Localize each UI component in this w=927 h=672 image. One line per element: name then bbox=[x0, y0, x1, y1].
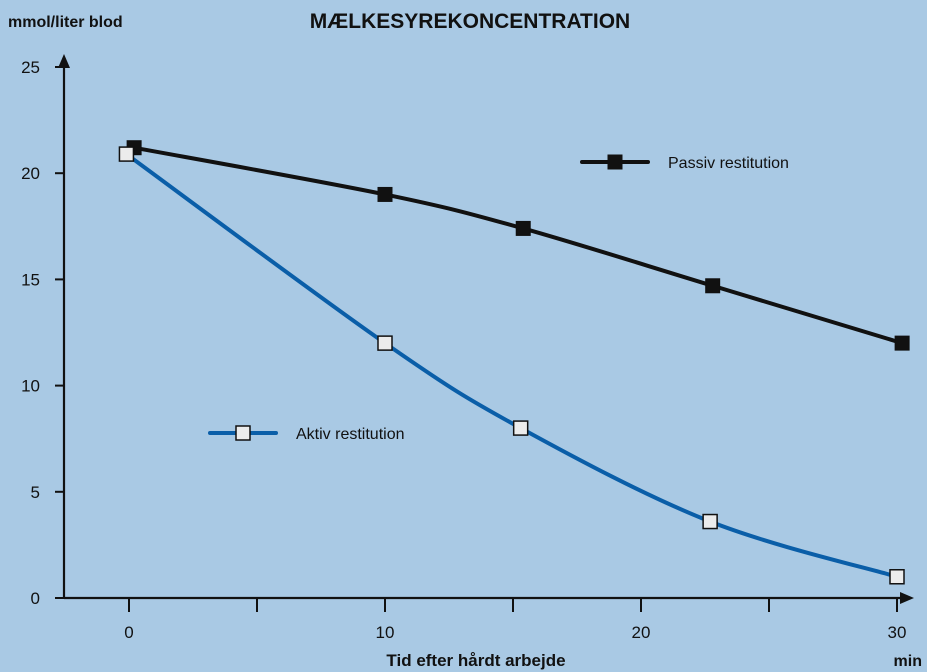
y-tick-label: 10 bbox=[21, 377, 40, 396]
y-axis-arrow bbox=[58, 54, 70, 68]
data-point bbox=[889, 569, 905, 585]
data-point bbox=[515, 220, 531, 236]
legend-label: Passiv restitution bbox=[668, 155, 789, 172]
data-point bbox=[702, 513, 718, 530]
x-axis-unit: min bbox=[894, 653, 922, 670]
data-point bbox=[894, 335, 910, 351]
legend-entry: Passiv restitution bbox=[580, 154, 789, 172]
x-tick-label: 20 bbox=[632, 623, 651, 642]
y-tick-label: 0 bbox=[31, 589, 40, 608]
series-layer bbox=[118, 140, 910, 585]
x-axis-arrow bbox=[900, 592, 914, 604]
chart-title: MÆLKESYREKONCENTRATION bbox=[310, 10, 630, 33]
x-tick-label: 10 bbox=[376, 623, 395, 642]
axis-ticks: 0 5 10 15 20 25 0 10 20 30 bbox=[21, 58, 906, 642]
y-tick-label: 5 bbox=[31, 483, 40, 502]
data-point bbox=[118, 146, 135, 162]
x-tick-label: 30 bbox=[888, 623, 907, 642]
series-2 bbox=[118, 146, 905, 585]
x-axis-label: Tid efter hårdt arbejde bbox=[386, 651, 565, 670]
axes bbox=[58, 54, 914, 604]
legend: Passiv restitution Aktiv restitution bbox=[208, 154, 789, 443]
y-tick-label: 15 bbox=[21, 270, 40, 289]
data-point bbox=[705, 278, 721, 294]
data-point bbox=[377, 335, 393, 351]
y-tick-label: 20 bbox=[21, 164, 40, 183]
legend-entry: Aktiv restitution bbox=[208, 425, 404, 443]
legend-marker bbox=[235, 425, 251, 441]
x-tick-label: 0 bbox=[124, 623, 133, 642]
y-axis-label: mmol/liter blod bbox=[8, 14, 123, 31]
series-1 bbox=[126, 140, 910, 351]
y-tick-label: 25 bbox=[21, 58, 40, 77]
data-point bbox=[377, 186, 393, 202]
legend-marker bbox=[607, 154, 623, 170]
legend-label: Aktiv restitution bbox=[296, 426, 404, 443]
data-point bbox=[512, 420, 529, 436]
